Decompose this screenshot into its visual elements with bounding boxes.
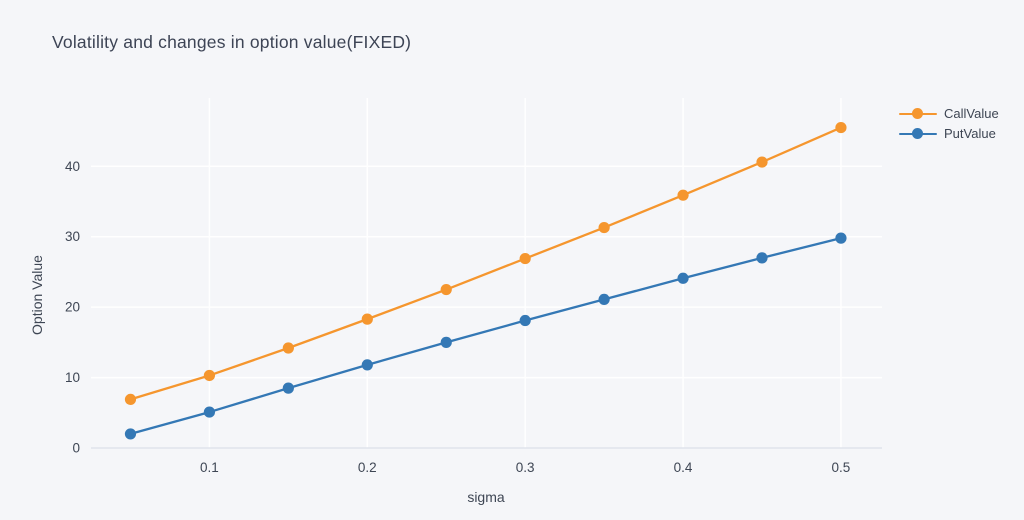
data-point-putvalue[interactable] xyxy=(677,272,689,284)
data-point-callvalue[interactable] xyxy=(361,313,373,325)
data-point-putvalue[interactable] xyxy=(440,336,452,348)
x-tick-label: 0.3 xyxy=(516,460,535,475)
x-axis-title: sigma xyxy=(467,489,505,505)
data-point-callvalue[interactable] xyxy=(835,121,847,134)
data-point-putvalue[interactable] xyxy=(282,382,294,394)
data-point-putvalue[interactable] xyxy=(203,406,216,418)
data-point-putvalue[interactable] xyxy=(756,252,768,264)
y-tick-label: 0 xyxy=(72,441,80,456)
legend-label-putvalue: PutValue xyxy=(944,126,996,141)
x-tick-label: 0.2 xyxy=(358,460,377,475)
legend-item-putvalue[interactable]: PutValue xyxy=(899,126,999,141)
data-point-callvalue[interactable] xyxy=(203,369,216,382)
data-point-callvalue[interactable] xyxy=(598,221,610,234)
data-point-putvalue[interactable] xyxy=(361,359,373,371)
series-line-putvalue xyxy=(130,237,842,436)
x-tick-label: 0.1 xyxy=(200,460,219,475)
data-point-putvalue[interactable] xyxy=(598,293,610,306)
data-point-callvalue[interactable] xyxy=(440,283,452,296)
series-line-callvalue xyxy=(130,126,842,401)
chart-title: Volatility and changes in option value(F… xyxy=(52,32,412,52)
data-point-callvalue[interactable] xyxy=(677,189,689,201)
legend: CallValue PutValue xyxy=(899,106,999,141)
y-tick-label: 40 xyxy=(65,159,80,174)
y-tick-label: 20 xyxy=(65,300,80,315)
legend-label-callvalue: CallValue xyxy=(944,106,999,121)
data-point-callvalue[interactable] xyxy=(519,252,531,265)
x-tick-label: 0.4 xyxy=(674,460,693,475)
data-point-callvalue[interactable] xyxy=(756,156,768,168)
data-point-putvalue[interactable] xyxy=(835,232,847,244)
legend-item-callvalue[interactable]: CallValue xyxy=(899,106,999,121)
data-point-putvalue[interactable] xyxy=(519,314,531,327)
data-point-callvalue[interactable] xyxy=(124,393,137,406)
putvalue-series-marker-icon xyxy=(899,127,937,140)
callvalue-series-marker-icon xyxy=(899,107,937,120)
x-tick-label: 0.5 xyxy=(832,460,851,475)
y-tick-label: 10 xyxy=(65,370,80,385)
data-point-putvalue[interactable] xyxy=(124,428,137,440)
y-axis-title: Option Value xyxy=(29,255,45,335)
y-tick-label: 30 xyxy=(65,229,80,244)
data-point-callvalue[interactable] xyxy=(282,342,294,354)
